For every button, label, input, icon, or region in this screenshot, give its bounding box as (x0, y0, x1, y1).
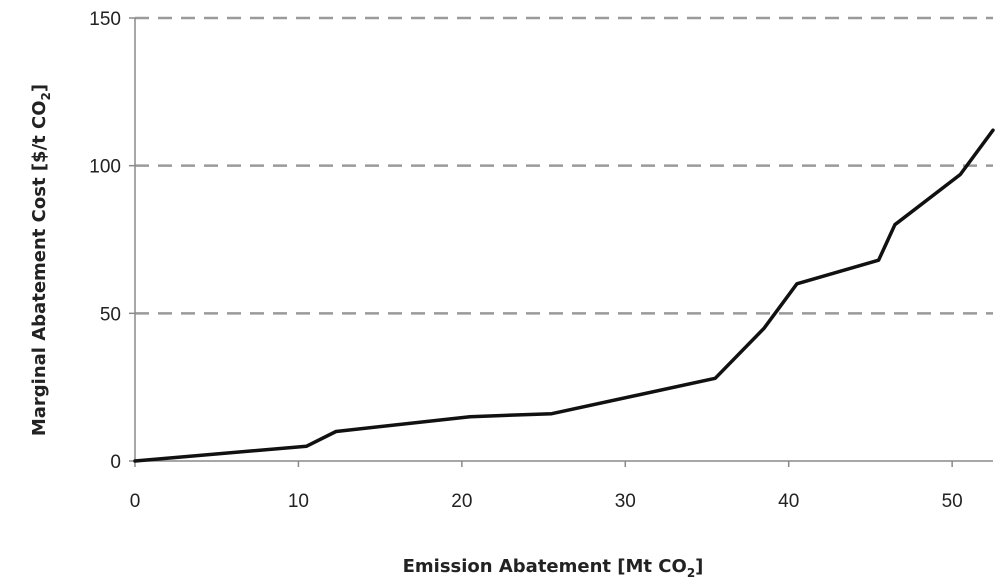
x-axis-title: Emission Abatement [Mt CO2] (403, 556, 704, 579)
y-axis-title: Marginal Abatement Cost [$/t CO2] (29, 84, 53, 436)
x-tick-label-0: 0 (130, 491, 141, 512)
y-tick-label-0: 0 (110, 452, 121, 473)
x-tick-label-10: 10 (288, 491, 309, 512)
x-tick-label-50: 50 (942, 491, 963, 512)
axes (129, 17, 993, 467)
y-tick-label-150: 150 (89, 9, 121, 30)
series-layer (133, 128, 995, 463)
y-tick-label-50: 50 (100, 304, 121, 325)
x-tick-label-40: 40 (778, 491, 799, 512)
series-line-0 (133, 128, 995, 463)
tick-labels: 0 50 100 150 0 10 20 30 40 50 (89, 9, 962, 512)
x-tick-label-30: 30 (615, 491, 636, 512)
x-tick-label-20: 20 (451, 491, 472, 512)
y-tick-label-100: 100 (89, 157, 121, 178)
gridlines (135, 16, 993, 315)
